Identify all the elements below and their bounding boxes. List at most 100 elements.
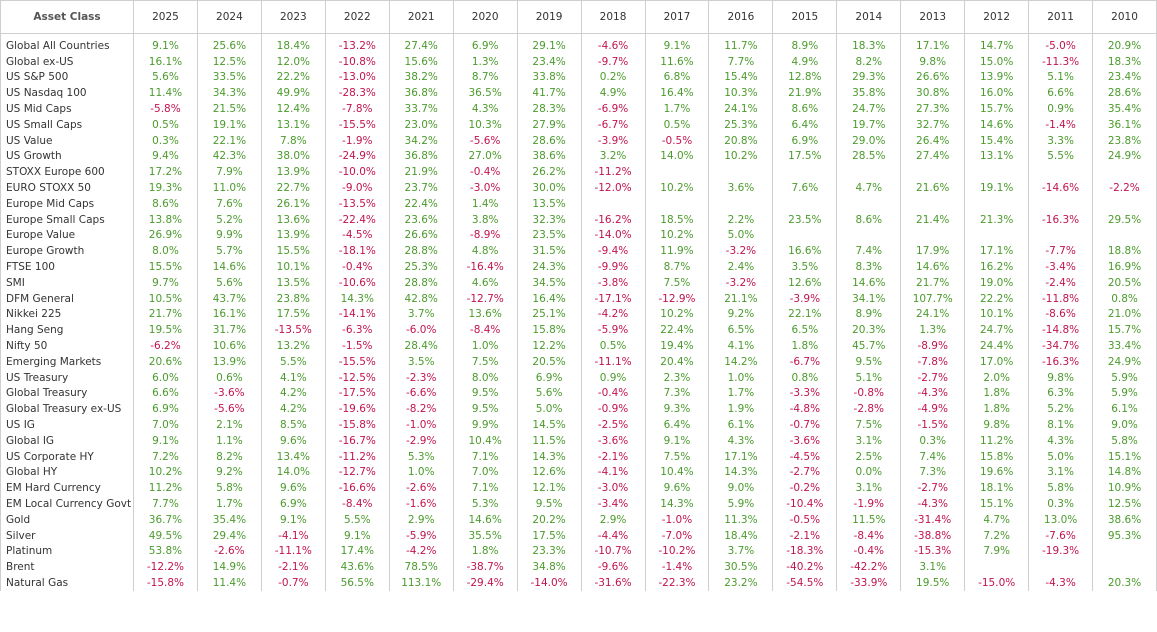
empty-cell [900,195,966,212]
return-cell: -1.5% [900,417,966,433]
return-cell: 21.0% [1092,306,1157,323]
year-header: 2018 [580,0,646,34]
data-row: US IG 7.0% 2.1% 8.5% -15.8% -1.0% 9.9% 14.5% -2.… [0,417,1157,433]
return-cell: 17.5% [772,148,838,165]
data-row: Europe Mid Caps 8.6% 7.6% 26.1% -13.5% 22.4% 1… [0,195,1157,212]
return-cell: 4.2% [260,401,326,418]
return-cell: 8.0% [133,243,198,260]
return-cell: 53.8% [133,543,198,560]
return-cell: 1.4% [452,195,518,212]
return-cell: 24.1% [708,101,774,117]
empty-cell [1028,559,1094,576]
return-cell: 34.8% [516,559,582,576]
return-cell: -2.5% [580,417,646,433]
return-cell: -8.2% [388,401,454,418]
asset-class: EURO STOXX 50 [0,180,134,196]
return-cell: 15.1% [1092,448,1157,465]
return-cell: 0.6% [196,369,262,386]
data-row: EM Hard Currency 11.2% 5.8% 9.6% -16.6% -2.6%… [0,480,1157,497]
return-cell: 24.3% [516,259,582,275]
year-header: 2014 [836,0,902,34]
year-header: 2015 [772,0,838,34]
return-cell: 14.5% [516,417,582,433]
return-cell: 9.8% [964,417,1030,433]
return-cell: 9.7% [133,274,198,291]
return-cell: 7.7% [133,496,198,512]
return-cell: 13.6% [260,211,326,228]
return-cell: 15.4% [964,132,1030,149]
return-cell: -28.3% [324,85,390,102]
return-cell: 26.6% [900,69,966,86]
return-cell: 1.8% [964,385,1030,402]
return-cell: 2.9% [388,511,454,528]
return-cell: -11.1% [580,353,646,370]
return-cell: 1.9% [708,401,774,418]
return-cell: 22.7% [260,180,326,196]
return-cell: 13.8% [133,211,198,228]
return-cell: 15.7% [1092,322,1157,339]
return-cell: 17.5% [260,306,326,323]
return-cell: -3.8% [580,274,646,291]
return-cell: 29.1% [516,38,582,54]
return-cell: 5.7% [196,243,262,260]
return-cell: 5.6% [196,274,262,291]
return-cell: 45.7% [836,338,902,354]
return-cell: 14.7% [964,38,1030,54]
return-cell: 0.0% [836,464,902,481]
return-cell: 16.4% [644,85,710,102]
asset-class: Platinum [0,543,134,560]
return-cell: 14.8% [1092,464,1157,481]
asset-class: Hang Seng [0,322,134,339]
year-header: 2024 [196,0,262,34]
return-cell: 35.5% [452,527,518,544]
return-cell: 8.9% [836,306,902,323]
return-cell: -0.4% [324,259,390,275]
return-cell: 22.4% [644,322,710,339]
return-cell: -17.5% [324,385,390,402]
return-cell: -8.4% [836,527,902,544]
return-cell: -1.6% [388,496,454,512]
return-cell: 10.4% [452,432,518,449]
return-cell: 13.1% [964,148,1030,165]
return-cell: 22.1% [772,306,838,323]
return-cell: -3.6% [196,385,262,402]
return-cell: 2.0% [964,369,1030,386]
return-cell: 23.4% [516,53,582,70]
asset-class: Global All Countries [0,38,134,54]
return-cell: 8.1% [1028,417,1094,433]
return-cell: 21.4% [900,211,966,228]
return-cell: -3.9% [772,290,838,307]
return-cell: -15.5% [324,116,390,133]
return-cell: 14.6% [900,259,966,275]
return-cell: 13.5% [260,274,326,291]
return-cell: -4.9% [900,401,966,418]
return-cell: 14.6% [196,259,262,275]
asset-class: EM Local Currency Govt [0,496,134,512]
data-row: US Small Caps 0.5% 19.1% 13.1% -15.5% 23.0% 10… [0,116,1157,133]
return-cell: 1.0% [708,369,774,386]
return-cell: 16.2% [964,259,1030,275]
return-cell: 6.0% [133,369,198,386]
data-row: Global ex-US 16.1% 12.5% 12.0% -10.8% 15.6% 1.… [0,53,1157,70]
return-cell: 20.5% [1092,274,1157,291]
asset-class: Natural Gas [0,575,134,591]
return-cell: 9.3% [644,401,710,418]
return-cell: 9.1% [644,432,710,449]
return-cell: -6.7% [772,353,838,370]
return-cell: -2.2% [1092,180,1157,196]
return-cell: 12.5% [196,53,262,70]
return-cell: -5.8% [133,101,198,117]
return-cell: 6.3% [1028,385,1094,402]
asset-class: Emerging Markets [0,353,134,370]
return-cell: -9.6% [580,559,646,576]
return-cell: 22.2% [964,290,1030,307]
header-row: Asset Class 2025 2024 2023 2022 2021 2020 2019 2… [0,0,1157,34]
return-cell: 8.3% [836,259,902,275]
return-cell: 28.5% [836,148,902,165]
empty-cell [900,227,966,244]
return-cell: -13.0% [324,69,390,86]
return-cell: 14.0% [260,464,326,481]
return-cell: -2.1% [580,448,646,465]
return-cell: -12.9% [644,290,710,307]
year-header: 2021 [388,0,454,34]
